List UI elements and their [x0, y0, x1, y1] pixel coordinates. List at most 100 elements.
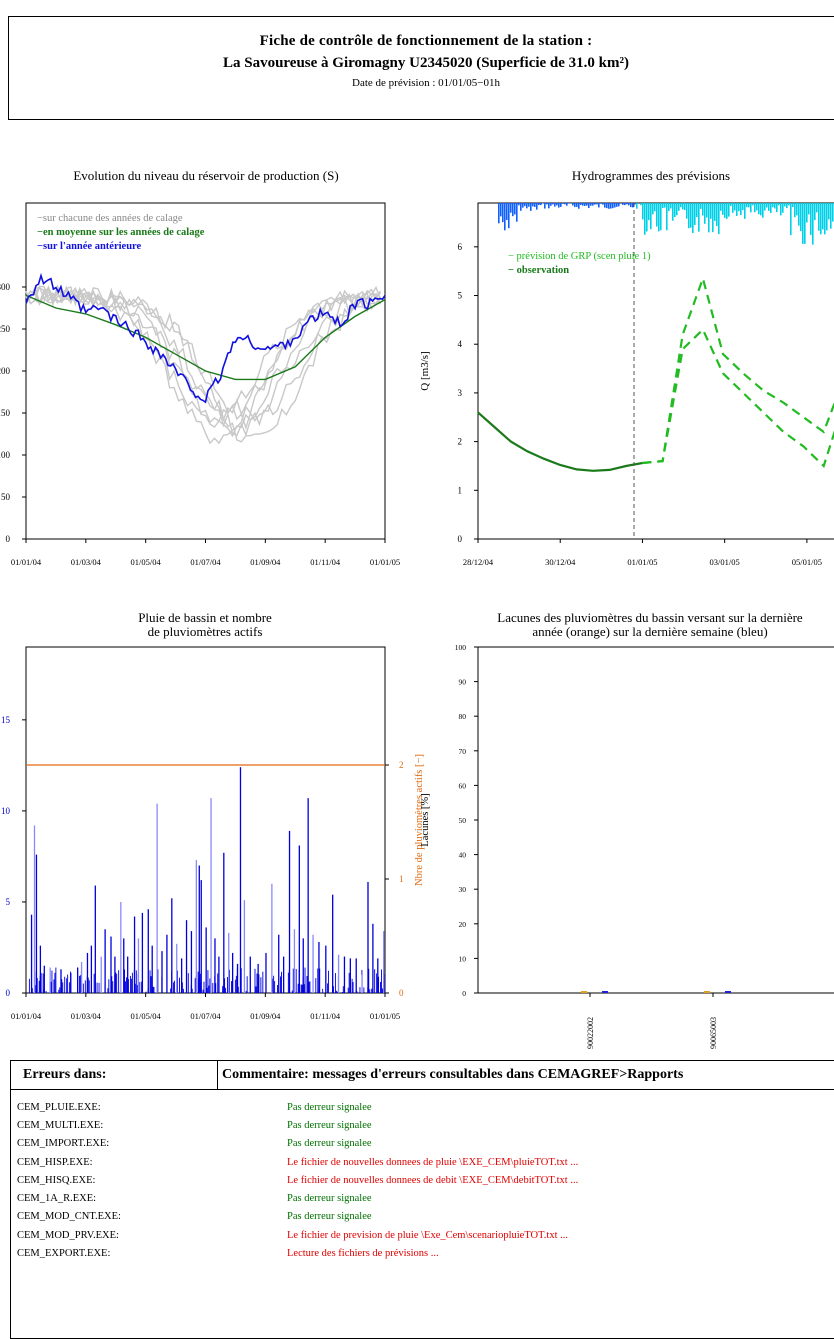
rain-peak-bar: [60, 969, 61, 993]
lacunes-y-tick-label: 30: [459, 885, 467, 894]
error-module-name: CEM_MULTI.EXE:: [11, 1120, 227, 1131]
rain-peak-bar: [104, 929, 105, 993]
lacunes-plot-frame: [478, 647, 834, 993]
reservoir-x-tick-label: 01/03/04: [71, 557, 102, 567]
rain-bar: [217, 973, 218, 993]
rain-bar: [574, 203, 576, 207]
rain-bar: [770, 203, 772, 213]
rain-bar: [125, 981, 126, 993]
rain-peak-bar: [196, 860, 197, 993]
rain-bar: [588, 203, 590, 208]
rain-bar: [150, 970, 151, 993]
rain-bar: [736, 203, 738, 216]
error-message: Pas derreur signalee: [227, 1102, 372, 1113]
rain-bar: [606, 203, 608, 208]
reservoir-y-tick-label: 200: [0, 366, 11, 376]
lacune-year-bar: [704, 991, 710, 993]
rain-bar: [281, 972, 282, 993]
prevision-line: [642, 330, 834, 466]
rain-bar: [335, 973, 336, 993]
rain-peak-bar: [123, 938, 124, 993]
rain-bar: [302, 985, 303, 993]
rain-bar: [274, 981, 275, 993]
pluie-y2-tick-label: 2: [399, 760, 404, 770]
rain-bar: [600, 203, 602, 204]
rain-bar: [538, 203, 540, 205]
rain-bar: [706, 203, 708, 218]
rain-bar: [67, 975, 68, 993]
error-module-name: CEM_PLUIE.EXE:: [11, 1102, 227, 1113]
reservoir-x-tick-label: 01/11/04: [310, 557, 341, 567]
rain-peak-bar: [367, 882, 368, 993]
rain-bar: [788, 203, 790, 205]
pluie-y-tick-label: 15: [1, 715, 11, 725]
rain-bar: [716, 203, 718, 226]
rain-bar: [500, 203, 502, 216]
rain-bar: [710, 203, 712, 219]
error-message: Pas derreur signalee: [227, 1193, 372, 1204]
rain-bar: [204, 982, 205, 993]
rain-bar: [754, 203, 756, 212]
rain-bar: [79, 976, 80, 993]
rain-bar: [714, 203, 716, 221]
hydro-y-tick-label: 2: [458, 437, 463, 447]
rain-bar: [342, 992, 343, 993]
rain-peak-bar: [218, 957, 219, 993]
rain-bar: [260, 977, 261, 993]
rain-bar: [654, 203, 656, 211]
rain-peak-bar: [176, 944, 177, 993]
rain-bar: [524, 203, 526, 206]
error-row: CEM_HISP.EXE:Le fichier de nouvelles don…: [11, 1153, 834, 1171]
rain-peak-bar: [201, 880, 202, 993]
rain-peak-bar: [186, 920, 187, 993]
lacunes-y-tick-label: 60: [459, 781, 467, 790]
rain-bar: [642, 203, 644, 219]
rain-bar: [309, 981, 310, 993]
lacune-week-bar: [725, 991, 731, 993]
rain-bar: [738, 203, 740, 211]
rain-bar: [556, 203, 558, 205]
legend-moyenne: −en moyenne sur les années de calage: [37, 227, 205, 238]
rain-bar: [66, 978, 67, 993]
rain-bar: [530, 203, 532, 211]
lacune-year-bar: [581, 991, 587, 993]
calage-year-line: [26, 288, 381, 436]
rain-peak-bar: [271, 884, 272, 993]
rain-bar: [146, 992, 147, 993]
prevision-line: [642, 279, 834, 464]
rain-peak-bar: [308, 798, 309, 993]
rain-bar: [380, 982, 381, 993]
error-module-name: CEM_HISQ.EXE:: [11, 1175, 227, 1186]
rain-bar: [130, 976, 131, 993]
rain-bar: [97, 983, 98, 993]
rain-bar: [280, 976, 281, 993]
rain-peak-bar: [361, 975, 362, 993]
rain-bar: [188, 973, 189, 993]
pluie-x-tick-label: 01/09/04: [250, 1011, 281, 1021]
rain-bar: [520, 203, 522, 211]
rain-bar: [648, 203, 650, 220]
rain-peak-bar: [191, 931, 192, 993]
lacunes-y-tick-label: 40: [459, 851, 467, 860]
error-header-right: Commentaire: messages d'erreurs consulta…: [218, 1061, 834, 1089]
rain-bar: [644, 203, 646, 235]
rain-bar: [374, 969, 375, 993]
rain-bar: [722, 203, 724, 215]
rain-bar: [628, 203, 630, 205]
rain-peak-bar: [289, 831, 290, 993]
reservoir-x-tick-label: 01/01/05: [370, 557, 400, 567]
error-row: CEM_MOD_PRV.EXE:Le fichier de prevision …: [11, 1226, 834, 1244]
rain-bar: [141, 982, 142, 993]
rain-bar: [822, 203, 824, 229]
rain-peak-bar: [81, 962, 82, 993]
rain-peak-bar: [181, 958, 182, 993]
rain-peak-bar: [148, 909, 149, 993]
rain-bar: [826, 203, 828, 230]
rain-bar: [698, 203, 700, 232]
rain-peak-bar: [87, 953, 88, 993]
rain-bar: [796, 203, 798, 215]
pluie-x-tick-label: 01/05/04: [131, 1011, 162, 1021]
rain-bar: [131, 979, 132, 993]
rain-peak-bar: [344, 957, 345, 993]
pluie-x-tick-label: 01/11/04: [310, 1011, 341, 1021]
